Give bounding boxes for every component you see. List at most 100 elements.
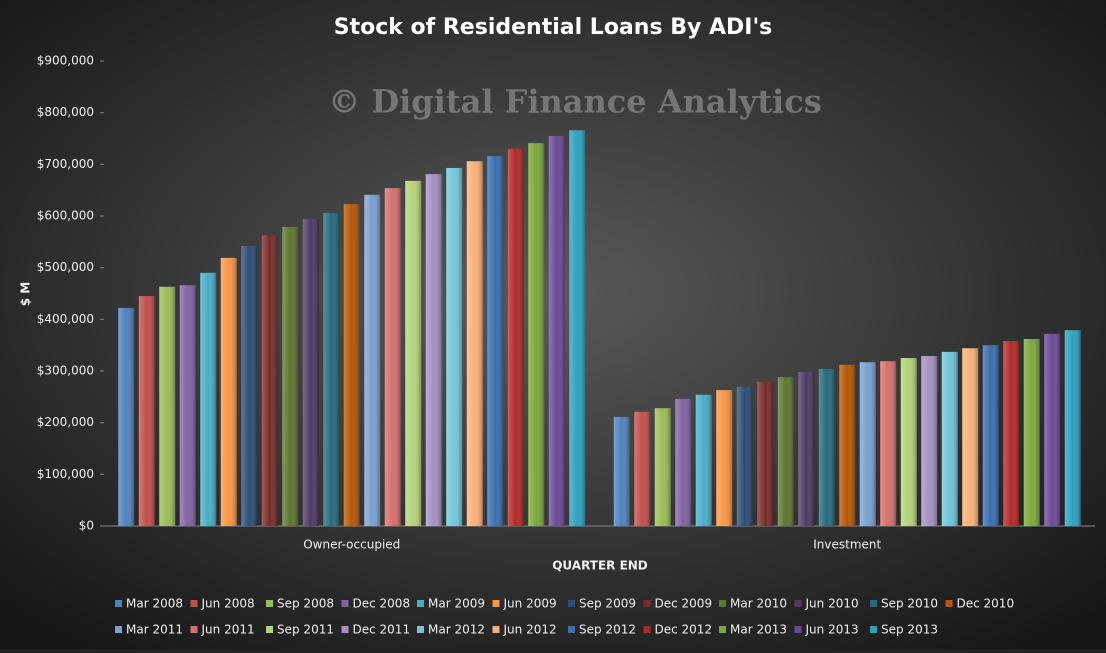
bar bbox=[138, 296, 155, 526]
bar bbox=[941, 351, 958, 526]
legend-label: Dec 2012 bbox=[655, 623, 713, 637]
legend-swatch bbox=[115, 600, 122, 607]
legend-label: Mar 2008 bbox=[126, 597, 183, 611]
legend-swatch bbox=[568, 600, 575, 607]
legend-swatch bbox=[719, 626, 726, 633]
bar bbox=[675, 398, 692, 526]
legend-label: Sep 2012 bbox=[579, 623, 636, 637]
bar bbox=[839, 364, 856, 526]
legend-label: Mar 2011 bbox=[126, 623, 183, 637]
legend-label: Jun 2012 bbox=[503, 623, 557, 637]
bar bbox=[900, 358, 917, 526]
bar bbox=[695, 394, 712, 526]
bar bbox=[425, 174, 442, 526]
y-tick-label: $400,000 bbox=[37, 312, 94, 326]
legend-swatch bbox=[115, 626, 122, 633]
bar bbox=[798, 372, 815, 526]
bar bbox=[487, 156, 504, 527]
bar bbox=[364, 194, 381, 527]
bar bbox=[982, 345, 999, 526]
legend-swatch bbox=[870, 626, 877, 633]
legend-swatch bbox=[341, 626, 349, 633]
legend-swatch bbox=[492, 600, 500, 607]
legend-label: Mar 2013 bbox=[730, 623, 787, 637]
legend-label: Dec 2009 bbox=[655, 597, 713, 611]
legend-swatch bbox=[190, 626, 198, 633]
bar bbox=[323, 212, 340, 526]
bar bbox=[118, 307, 135, 526]
legend-swatch bbox=[643, 600, 651, 607]
legend-label: Dec 2011 bbox=[353, 623, 411, 637]
legend-label: Sep 2010 bbox=[881, 597, 938, 611]
bar bbox=[736, 387, 753, 526]
y-tick-label: $100,000 bbox=[37, 467, 94, 481]
bar bbox=[777, 377, 794, 526]
bar bbox=[179, 285, 196, 526]
legend-label: Jun 2013 bbox=[805, 623, 859, 637]
legend-swatch bbox=[794, 600, 802, 607]
y-axis-title: $ M bbox=[19, 282, 33, 306]
bar bbox=[446, 167, 463, 526]
bar bbox=[528, 143, 545, 526]
bar bbox=[507, 148, 524, 527]
bar bbox=[716, 390, 733, 526]
legend-swatch bbox=[643, 626, 651, 633]
legend-swatch bbox=[945, 600, 953, 607]
bar bbox=[159, 286, 176, 526]
legend-swatch bbox=[266, 600, 273, 607]
bar bbox=[921, 356, 938, 526]
bar bbox=[220, 257, 237, 526]
legend-swatch bbox=[417, 600, 424, 607]
legend-swatch bbox=[341, 600, 349, 607]
x-tick-label: Owner-occupied bbox=[303, 538, 400, 552]
legend-label: Sep 2013 bbox=[881, 623, 938, 637]
bar bbox=[548, 135, 565, 526]
bar bbox=[654, 408, 671, 526]
bar bbox=[613, 416, 630, 526]
bar bbox=[859, 362, 876, 526]
bar bbox=[818, 368, 835, 526]
bar bbox=[241, 245, 258, 526]
legend-swatch bbox=[568, 626, 575, 633]
y-tick-label: $200,000 bbox=[37, 415, 94, 429]
y-tick-label: $0 bbox=[79, 519, 94, 533]
x-tick-label: Investment bbox=[813, 538, 881, 552]
legend-label: Mar 2009 bbox=[428, 597, 485, 611]
legend-swatch bbox=[266, 626, 273, 633]
legend-label: Sep 2008 bbox=[277, 597, 334, 611]
bar bbox=[1044, 333, 1061, 526]
legend-label: Mar 2010 bbox=[730, 597, 787, 611]
legend-label: Jun 2009 bbox=[503, 597, 557, 611]
bar bbox=[1064, 330, 1081, 526]
legend-swatch bbox=[417, 626, 424, 633]
bar bbox=[343, 204, 360, 526]
legend-label: Dec 2010 bbox=[957, 597, 1015, 611]
legend-label: Dec 2008 bbox=[353, 597, 411, 611]
bar bbox=[1023, 338, 1040, 526]
legend-swatch bbox=[492, 626, 500, 633]
bar bbox=[384, 188, 401, 526]
bar bbox=[282, 226, 299, 526]
watermark: © Digital Finance Analytics bbox=[328, 83, 822, 121]
bar bbox=[634, 411, 651, 526]
bar bbox=[405, 180, 422, 526]
legend-swatch bbox=[190, 600, 198, 607]
chart-title: Stock of Residential Loans By ADI's bbox=[334, 15, 773, 40]
legend-label: Mar 2012 bbox=[428, 623, 485, 637]
bar bbox=[466, 161, 483, 526]
bar bbox=[962, 348, 979, 526]
legend-label: Jun 2010 bbox=[805, 597, 859, 611]
legend-label: Jun 2008 bbox=[201, 597, 255, 611]
x-axis-title: QUARTER END bbox=[552, 559, 648, 573]
legend-swatch bbox=[794, 626, 802, 633]
y-tick-label: $900,000 bbox=[37, 54, 94, 68]
legend-label: Jun 2011 bbox=[201, 623, 255, 637]
legend-label: Sep 2009 bbox=[579, 597, 636, 611]
bar bbox=[569, 130, 586, 526]
bar bbox=[880, 361, 897, 526]
y-tick-label: $500,000 bbox=[37, 260, 94, 274]
bar bbox=[261, 235, 278, 526]
bar bbox=[1003, 341, 1020, 526]
bar bbox=[757, 381, 774, 526]
